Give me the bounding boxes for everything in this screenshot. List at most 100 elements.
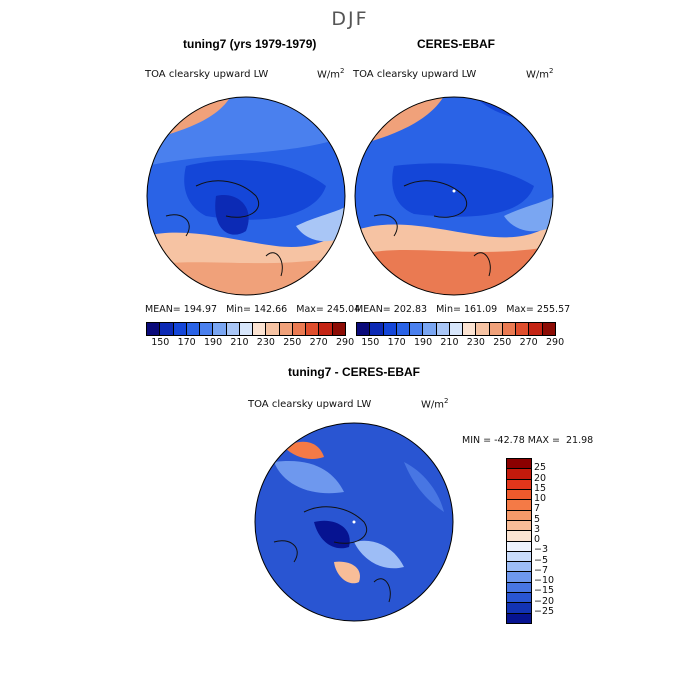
colorbar-swatch xyxy=(423,323,437,335)
colorbar-model xyxy=(146,322,346,336)
colorbar-swatch xyxy=(226,323,240,335)
colorbar-tick-label: 0 xyxy=(534,534,541,545)
colorbar-tick-label: 270 xyxy=(309,337,328,348)
colorbar-swatch xyxy=(266,323,280,335)
colorbar-swatch xyxy=(332,323,345,335)
colorbar-swatch xyxy=(253,323,267,335)
colorbar-swatch xyxy=(319,323,333,335)
map-diff xyxy=(254,422,454,622)
colorbar-tick-label: −3 xyxy=(534,544,549,556)
colorbar-swatch xyxy=(507,562,531,573)
colorbar-swatch xyxy=(306,323,320,335)
colorbar-swatch xyxy=(463,323,477,335)
colorbar-obs xyxy=(356,322,556,336)
colorbar-tick-label: 250 xyxy=(283,337,302,348)
map-field xyxy=(354,540,404,569)
map-field xyxy=(284,441,324,459)
map-field xyxy=(355,246,553,295)
colorbar-swatch xyxy=(507,489,531,501)
colorbar-swatch xyxy=(292,323,307,335)
colorbar-swatch xyxy=(507,469,531,480)
colorbar-ticks-obs: 150 170 190 210 230 250 270 290 xyxy=(356,337,564,349)
pole-marker xyxy=(452,189,456,193)
map-field xyxy=(274,461,344,494)
colorbar-swatch xyxy=(396,323,411,335)
colorbar-swatch xyxy=(186,323,201,335)
colorbar-tick-label: 170 xyxy=(177,337,196,348)
variable-label-obs: TOA clearsky upward LW xyxy=(353,69,477,80)
colorbar-tick-label: 15 xyxy=(534,482,547,494)
colorbar-tick-label: 270 xyxy=(519,337,538,348)
colorbar-tick-label: −10 xyxy=(534,575,555,586)
colorbar-tick-label: 150 xyxy=(361,337,380,348)
map-model xyxy=(146,96,346,296)
colorbar-swatch xyxy=(507,551,531,563)
colorbar-swatch xyxy=(507,459,531,470)
colorbar-tick-label: 25 xyxy=(534,462,547,474)
colorbar-swatch xyxy=(160,323,174,335)
map-field xyxy=(404,462,444,512)
colorbar-tick-label: 20 xyxy=(534,472,547,484)
colorbar-swatch xyxy=(489,323,503,335)
units-label-model: W/m2 xyxy=(317,67,345,81)
map-border xyxy=(146,96,346,296)
panel-title-diff: tuning7 - CERES-EBAF xyxy=(288,365,420,379)
stats-diff: MIN = -42.78 MAX = 21.98 xyxy=(462,435,594,446)
colorbar-swatch xyxy=(507,479,531,490)
colorbar-swatch xyxy=(239,323,254,335)
colorbar-swatch xyxy=(370,323,384,335)
colorbar-tick-label: 150 xyxy=(151,337,170,348)
map-field xyxy=(296,206,345,242)
colorbar-tick-label: −7 xyxy=(534,564,549,576)
map-field xyxy=(392,163,534,217)
colorbar-swatch xyxy=(507,572,531,583)
map-obs xyxy=(354,96,554,296)
colorbar-ticks-diff: 25 20 15 10 7 5 3 0 −3 −5 −7 −10 −15 −20 −25 xyxy=(534,458,574,622)
colorbar-swatch xyxy=(200,323,214,335)
variable-label-model: TOA clearsky upward LW xyxy=(145,69,269,80)
colorbar-tick-label: 290 xyxy=(546,337,565,348)
variable-label-diff: TOA clearsky upward LW xyxy=(248,399,372,410)
colorbar-swatch xyxy=(516,323,530,335)
stats-obs: MEAN= 202.83 Min= 161.09 Max= 255.57 xyxy=(355,304,571,315)
colorbar-swatch xyxy=(507,541,531,552)
map-field xyxy=(314,520,350,549)
colorbar-swatch xyxy=(507,603,531,614)
coastline xyxy=(373,180,491,277)
colorbar-swatch xyxy=(410,323,424,335)
colorbar-tick-label: −25 xyxy=(534,605,555,617)
colorbar-swatch xyxy=(507,593,531,604)
colorbar-swatch xyxy=(507,582,531,594)
units-label-diff: W/m2 xyxy=(421,397,449,411)
colorbar-swatch xyxy=(279,323,293,335)
pole-marker xyxy=(352,520,356,524)
colorbar-tick-label: 190 xyxy=(414,337,433,348)
colorbar-swatch xyxy=(542,323,555,335)
colorbar-swatch xyxy=(357,323,371,335)
map-field xyxy=(334,561,360,584)
map-field xyxy=(215,195,249,235)
colorbar-swatch xyxy=(147,323,161,335)
units-label-obs: W/m2 xyxy=(526,67,554,81)
colorbar-swatch xyxy=(507,531,531,542)
colorbar-swatch xyxy=(436,323,450,335)
colorbar-tick-label: 230 xyxy=(256,337,275,348)
season-title: DJF xyxy=(331,8,369,30)
panel-title-model: tuning7 (yrs 1979-1979) xyxy=(183,37,317,51)
stats-model: MEAN= 194.97 Min= 142.66 Max= 245.04 xyxy=(145,304,361,315)
colorbar-tick-label: 250 xyxy=(493,337,512,348)
colorbar-tick-label: 170 xyxy=(387,337,406,348)
colorbar-swatch xyxy=(383,323,397,335)
colorbar-swatch xyxy=(449,323,464,335)
colorbar-swatch xyxy=(507,520,531,532)
panel-title-obs: CERES-EBAF xyxy=(417,37,496,51)
map-field xyxy=(504,196,553,232)
map-border xyxy=(254,422,454,622)
colorbar-swatch xyxy=(213,323,227,335)
colorbar-tick-label: 190 xyxy=(204,337,223,348)
colorbar-tick-label: 7 xyxy=(534,503,541,515)
colorbar-tick-label: 210 xyxy=(440,337,459,348)
colorbar-swatch xyxy=(507,500,531,511)
coastline xyxy=(165,180,283,277)
colorbar-tick-label: −20 xyxy=(534,595,555,607)
